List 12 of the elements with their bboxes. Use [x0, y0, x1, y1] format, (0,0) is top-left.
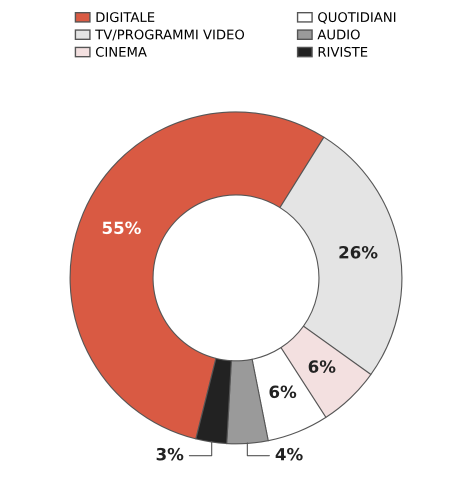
- data-label: 26%: [339, 246, 378, 259]
- legend-label: AUDIO: [317, 29, 360, 40]
- legend-label: RIVISTE: [318, 46, 368, 57]
- legend-label: QUOTIDIANI: [318, 12, 396, 24]
- legend-label: TV/PROGRAMMI VIDEO: [95, 29, 244, 41]
- legend-label: DIGITALE: [96, 12, 154, 22]
- data-label: 3%: [156, 448, 184, 460]
- data-label: 6%: [270, 386, 296, 398]
- data-label: 6%: [308, 360, 336, 373]
- legend-label: CINEMA: [96, 46, 147, 57]
- data-label: 4%: [276, 448, 303, 460]
- data-label: 55%: [102, 222, 141, 234]
